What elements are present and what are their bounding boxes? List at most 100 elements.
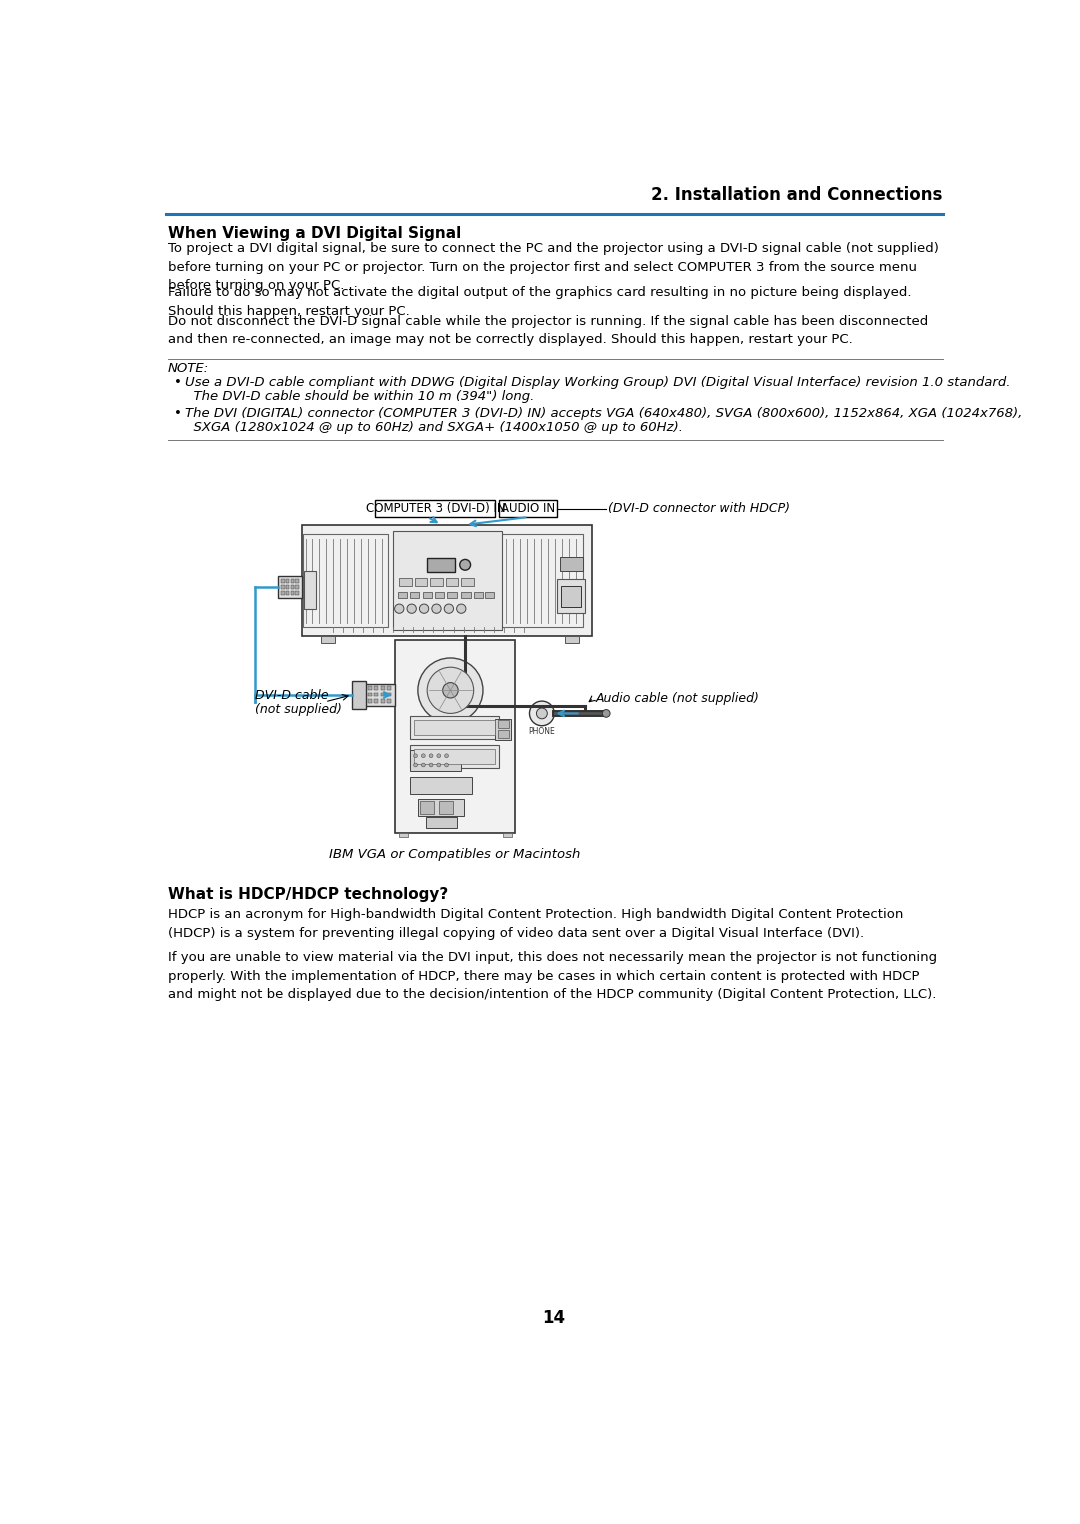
Text: •: •	[174, 376, 181, 389]
Text: DVI-D cable: DVI-D cable	[255, 689, 328, 703]
Text: Use a DVI-D cable compliant with DDWG (Digital Display Working Group) DVI (Digit: Use a DVI-D cable compliant with DDWG (D…	[185, 376, 1010, 389]
Bar	[410, 591, 419, 597]
Bar	[291, 591, 294, 594]
Bar	[414, 748, 496, 764]
Bar	[461, 578, 474, 585]
Bar	[375, 686, 378, 690]
Circle shape	[529, 701, 554, 725]
Text: IBM VGA or Compatibles or Macintosh: IBM VGA or Compatibles or Macintosh	[328, 849, 580, 861]
Bar	[559, 558, 583, 572]
Bar	[393, 530, 501, 631]
Bar	[368, 686, 373, 690]
Bar	[446, 578, 458, 585]
Bar	[498, 721, 509, 728]
Bar	[296, 591, 298, 594]
Bar	[291, 579, 294, 582]
Bar	[375, 500, 496, 517]
Bar	[418, 799, 464, 815]
Bar	[410, 745, 499, 768]
Bar	[321, 637, 335, 643]
Circle shape	[437, 754, 441, 757]
Text: SXGA (1280x1024 @ up to 60Hz) and SXGA+ (1400x1050 @ up to 60Hz).: SXGA (1280x1024 @ up to 60Hz) and SXGA+ …	[185, 421, 683, 434]
Bar	[303, 572, 315, 610]
Text: If you are unable to view material via the DVI input, this does not necessarily : If you are unable to view material via t…	[167, 951, 936, 1001]
Text: When Viewing a DVI Digital Signal: When Viewing a DVI Digital Signal	[167, 226, 461, 241]
Circle shape	[432, 604, 441, 613]
Bar	[496, 719, 511, 741]
Text: AUDIO IN: AUDIO IN	[501, 501, 555, 515]
Bar	[474, 591, 483, 597]
Circle shape	[421, 754, 426, 757]
Bar	[414, 719, 496, 735]
Bar	[399, 832, 408, 837]
Bar	[557, 579, 584, 613]
Text: (not supplied): (not supplied)	[255, 703, 342, 716]
Bar	[410, 777, 472, 794]
Bar	[428, 558, 455, 572]
Text: Do not disconnect the DVI-D signal cable while the projector is running. If the : Do not disconnect the DVI-D signal cable…	[167, 314, 928, 346]
Bar	[296, 579, 298, 582]
Bar	[410, 750, 460, 771]
Bar	[565, 637, 579, 643]
Circle shape	[537, 709, 548, 719]
Bar	[291, 585, 294, 588]
Text: •: •	[174, 407, 181, 421]
Circle shape	[603, 710, 610, 718]
Bar	[282, 585, 284, 588]
Circle shape	[428, 668, 474, 713]
Bar	[286, 585, 289, 588]
Bar	[426, 817, 457, 828]
Circle shape	[460, 559, 471, 570]
Bar	[499, 500, 557, 517]
Bar	[282, 591, 284, 594]
Bar	[387, 692, 391, 696]
Bar	[447, 591, 457, 597]
Bar	[286, 579, 289, 582]
Bar	[375, 700, 378, 703]
Circle shape	[394, 604, 404, 613]
Bar	[375, 692, 378, 696]
Bar	[286, 591, 289, 594]
Bar	[430, 578, 443, 585]
Bar	[397, 591, 407, 597]
Bar	[279, 576, 301, 597]
Circle shape	[418, 658, 483, 722]
Bar	[435, 591, 444, 597]
Text: HDCP is an acronym for High-bandwidth Digital Content Protection. High bandwidth: HDCP is an acronym for High-bandwidth Di…	[167, 908, 903, 940]
Bar	[422, 591, 432, 597]
Bar	[400, 578, 411, 585]
Bar	[380, 692, 384, 696]
Text: To project a DVI digital signal, be sure to connect the PC and the projector usi: To project a DVI digital signal, be sure…	[167, 242, 939, 293]
Bar	[365, 684, 394, 706]
Text: COMPUTER 3 (DVI-D) IN: COMPUTER 3 (DVI-D) IN	[365, 501, 505, 515]
Circle shape	[414, 754, 418, 757]
Text: What is HDCP/HDCP technology?: What is HDCP/HDCP technology?	[167, 887, 448, 902]
Bar	[301, 524, 592, 637]
Bar	[438, 802, 453, 814]
Circle shape	[429, 754, 433, 757]
Bar	[503, 832, 512, 837]
Bar	[498, 730, 509, 738]
Bar	[410, 716, 499, 739]
Bar	[380, 700, 384, 703]
Circle shape	[419, 604, 429, 613]
Bar	[303, 533, 389, 628]
Text: (DVI-D connector with HDCP): (DVI-D connector with HDCP)	[608, 501, 789, 515]
Bar	[394, 640, 515, 832]
Text: 2. Installation and Connections: 2. Installation and Connections	[651, 186, 943, 204]
Circle shape	[414, 764, 418, 767]
Text: 14: 14	[542, 1309, 565, 1327]
Bar	[368, 700, 373, 703]
Circle shape	[437, 764, 441, 767]
Bar	[498, 533, 583, 628]
Circle shape	[444, 604, 454, 613]
Bar	[387, 700, 391, 703]
Bar	[380, 686, 384, 690]
Text: The DVI-D cable should be within 10 m (394") long.: The DVI-D cable should be within 10 m (3…	[185, 390, 534, 402]
Circle shape	[429, 764, 433, 767]
Bar	[368, 692, 373, 696]
Bar	[562, 585, 581, 607]
Bar	[352, 681, 366, 709]
Bar	[282, 579, 284, 582]
Text: The DVI (DIGITAL) connector (COMPUTER 3 (DVI-D) IN) accepts VGA (640x480), SVGA : The DVI (DIGITAL) connector (COMPUTER 3 …	[185, 407, 1022, 421]
